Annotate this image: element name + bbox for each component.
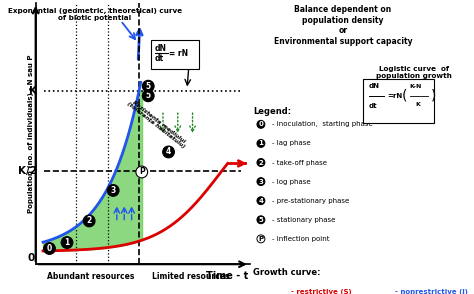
Text: 2: 2 (87, 216, 92, 225)
Text: Rezistența mediului
(toleranța habitatulu): Rezistența mediului (toleranța habitatul… (126, 97, 189, 149)
Text: - nonrestrictive (J): - nonrestrictive (J) (395, 289, 468, 294)
Text: K: K (29, 86, 37, 96)
Text: Abundant resources: Abundant resources (47, 272, 135, 281)
Text: dN: dN (369, 83, 380, 89)
Text: =rN: =rN (388, 93, 403, 98)
Text: 4: 4 (166, 148, 171, 156)
Text: dN: dN (155, 44, 167, 53)
Text: - restrictive (S): - restrictive (S) (291, 289, 351, 294)
Text: dt: dt (369, 103, 377, 109)
Text: Time - t: Time - t (206, 271, 248, 281)
Text: P: P (139, 168, 145, 176)
Text: Limited resources: Limited resources (152, 272, 229, 281)
Text: - take-off phase: - take-off phase (272, 160, 327, 166)
Text: 0: 0 (27, 253, 35, 263)
Text: 4: 4 (258, 198, 264, 204)
Text: Exponential (geometric, theoretical) curve
of biotic potential: Exponential (geometric, theoretical) cur… (8, 8, 182, 21)
Text: 0: 0 (47, 244, 52, 253)
Text: P: P (258, 236, 264, 242)
Y-axis label: Population (no. of individuals) - N sau P: Population (no. of individuals) - N sau … (28, 54, 34, 213)
Text: = rN: = rN (169, 49, 188, 58)
Text: K-N: K-N (410, 84, 422, 89)
Text: - lag phase: - lag phase (272, 141, 311, 146)
Text: - pre-stationary phase: - pre-stationary phase (272, 198, 349, 204)
Text: 1: 1 (258, 141, 264, 146)
Text: 3: 3 (110, 186, 116, 195)
Text: 3: 3 (258, 179, 264, 185)
Text: 5: 5 (146, 91, 151, 100)
FancyBboxPatch shape (151, 40, 199, 69)
Text: - inoculation,  starting phase: - inoculation, starting phase (272, 121, 373, 127)
Text: ): ) (430, 88, 436, 103)
Text: K/2: K/2 (18, 166, 37, 176)
Text: 2: 2 (258, 160, 263, 166)
Text: Growth curve:: Growth curve: (254, 268, 321, 278)
Text: Balance dependent on
population density
or
Environmental support capacity: Balance dependent on population density … (273, 5, 412, 46)
Text: K: K (415, 102, 420, 107)
Text: 1: 1 (64, 238, 70, 247)
Text: 5: 5 (146, 82, 151, 91)
Text: 0: 0 (258, 121, 264, 127)
Text: - inflection point: - inflection point (272, 236, 329, 242)
Text: dt: dt (155, 54, 164, 64)
Text: 5: 5 (258, 217, 263, 223)
Text: Legend:: Legend: (254, 107, 292, 116)
Text: Logistic curve  of
population growth: Logistic curve of population growth (376, 66, 452, 78)
Text: - log phase: - log phase (272, 179, 311, 185)
Text: (: ( (401, 88, 407, 103)
FancyBboxPatch shape (364, 78, 434, 123)
Text: - stationary phase: - stationary phase (272, 217, 336, 223)
